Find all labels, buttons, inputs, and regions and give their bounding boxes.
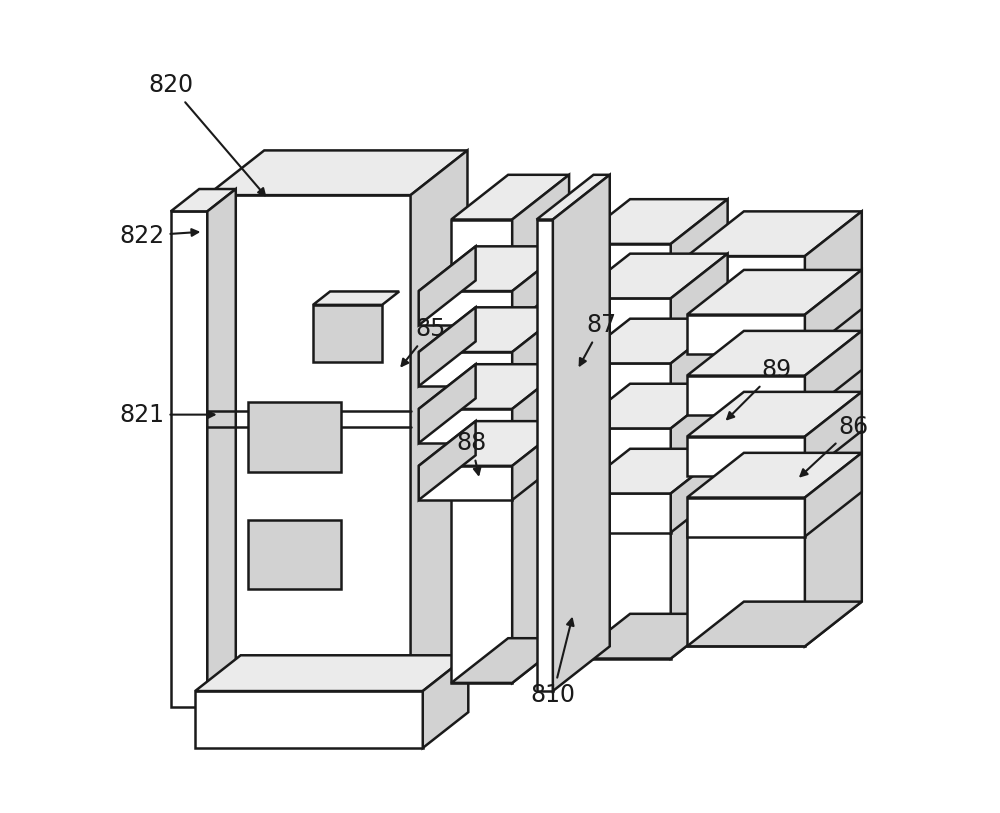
Text: 821: 821 bbox=[120, 402, 214, 427]
Polygon shape bbox=[573, 363, 671, 402]
Polygon shape bbox=[207, 150, 467, 195]
Text: 89: 89 bbox=[727, 358, 791, 420]
Polygon shape bbox=[451, 638, 569, 683]
Polygon shape bbox=[553, 175, 610, 691]
Polygon shape bbox=[805, 211, 862, 646]
Polygon shape bbox=[419, 421, 569, 466]
Polygon shape bbox=[805, 453, 862, 537]
Polygon shape bbox=[687, 498, 805, 537]
Polygon shape bbox=[419, 291, 512, 325]
Polygon shape bbox=[248, 402, 341, 472]
Polygon shape bbox=[207, 189, 236, 707]
Polygon shape bbox=[195, 691, 423, 748]
Polygon shape bbox=[573, 199, 728, 244]
Polygon shape bbox=[512, 307, 569, 386]
Polygon shape bbox=[671, 449, 728, 533]
Polygon shape bbox=[687, 270, 862, 315]
Polygon shape bbox=[195, 655, 468, 691]
Polygon shape bbox=[687, 315, 805, 354]
Polygon shape bbox=[687, 602, 862, 646]
Polygon shape bbox=[214, 400, 438, 427]
Polygon shape bbox=[248, 172, 438, 384]
Polygon shape bbox=[805, 392, 862, 476]
Text: 822: 822 bbox=[120, 224, 198, 248]
Polygon shape bbox=[805, 331, 862, 415]
Polygon shape bbox=[419, 246, 476, 325]
Polygon shape bbox=[671, 199, 728, 659]
Polygon shape bbox=[419, 409, 512, 443]
Polygon shape bbox=[687, 437, 805, 476]
Text: 86: 86 bbox=[800, 415, 869, 476]
Polygon shape bbox=[512, 421, 569, 500]
Polygon shape bbox=[419, 307, 569, 352]
Polygon shape bbox=[419, 307, 476, 386]
Polygon shape bbox=[573, 319, 728, 363]
Polygon shape bbox=[537, 175, 610, 220]
Polygon shape bbox=[248, 400, 438, 693]
Text: 820: 820 bbox=[148, 73, 265, 195]
Polygon shape bbox=[423, 655, 468, 748]
Polygon shape bbox=[687, 211, 862, 256]
Polygon shape bbox=[573, 254, 728, 298]
Polygon shape bbox=[171, 189, 236, 211]
Polygon shape bbox=[313, 291, 399, 305]
Text: 87: 87 bbox=[580, 313, 617, 365]
Polygon shape bbox=[687, 376, 805, 415]
Polygon shape bbox=[419, 364, 476, 443]
Polygon shape bbox=[671, 319, 728, 402]
Polygon shape bbox=[573, 614, 728, 659]
Polygon shape bbox=[573, 449, 728, 493]
Polygon shape bbox=[573, 384, 728, 428]
Polygon shape bbox=[171, 211, 207, 707]
Polygon shape bbox=[573, 493, 671, 533]
Polygon shape bbox=[687, 256, 805, 646]
Polygon shape bbox=[512, 175, 569, 683]
Polygon shape bbox=[451, 220, 512, 683]
Text: 85: 85 bbox=[402, 317, 446, 366]
Polygon shape bbox=[419, 364, 569, 409]
Polygon shape bbox=[207, 195, 411, 724]
Polygon shape bbox=[805, 270, 862, 354]
Polygon shape bbox=[451, 175, 569, 220]
Polygon shape bbox=[214, 384, 438, 411]
Polygon shape bbox=[573, 298, 671, 337]
Polygon shape bbox=[512, 364, 569, 443]
Polygon shape bbox=[573, 244, 671, 659]
Polygon shape bbox=[573, 428, 671, 467]
Polygon shape bbox=[671, 384, 728, 467]
Polygon shape bbox=[512, 246, 569, 325]
Polygon shape bbox=[419, 466, 512, 500]
Polygon shape bbox=[419, 246, 569, 291]
Polygon shape bbox=[419, 352, 512, 386]
Polygon shape bbox=[687, 392, 862, 437]
Polygon shape bbox=[248, 520, 341, 589]
Polygon shape bbox=[313, 305, 382, 362]
Polygon shape bbox=[687, 331, 862, 376]
Text: 88: 88 bbox=[456, 431, 487, 475]
Polygon shape bbox=[411, 150, 467, 724]
Polygon shape bbox=[419, 421, 476, 500]
Polygon shape bbox=[671, 254, 728, 337]
Text: 810: 810 bbox=[530, 619, 575, 707]
Polygon shape bbox=[687, 453, 862, 498]
Polygon shape bbox=[537, 220, 553, 691]
